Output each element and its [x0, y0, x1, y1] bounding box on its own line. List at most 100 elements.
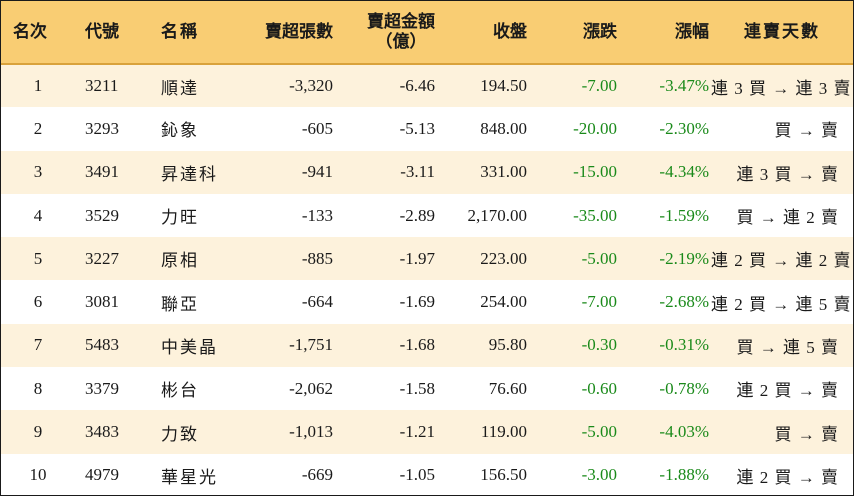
cell-rank: 6 — [33, 292, 43, 312]
cell-net-sell-amount: -3.11 — [400, 162, 435, 182]
cell-name: 力旺 — [161, 208, 199, 228]
cell-net-sell-amount: -5.13 — [399, 118, 435, 138]
cell-net-sell-amount: -1.21 — [399, 422, 435, 442]
cell-net-sell-sheets: -885 — [301, 248, 333, 268]
cell-net-sell-amount: -1.58 — [399, 378, 435, 398]
header-consecutive-days: 連賣天數 — [711, 1, 853, 65]
cell-net-sell-sheets: -133 — [301, 205, 333, 225]
cell-code: 3529 — [85, 205, 119, 225]
cell-close: 848.00 — [480, 118, 527, 138]
cell-change-pct: -1.88% — [659, 465, 709, 485]
cell-name: 彬台 — [161, 381, 199, 401]
cell-close: 156.50 — [480, 465, 527, 485]
cell-name: 順達 — [161, 78, 199, 98]
cell-change: -35.00 — [573, 205, 617, 225]
cell-code: 4979 — [85, 465, 119, 485]
cell-change: -5.00 — [581, 422, 617, 442]
cell-change: -7.00 — [581, 292, 617, 312]
table-row: 1 3211 順達 -3,320 -6.46 194.50 -7.00 -3.4… — [1, 64, 853, 108]
cell-code: 5483 — [85, 335, 119, 355]
cell-code: 3379 — [85, 378, 119, 398]
cell-close: 331.00 — [480, 162, 527, 182]
cell-rank: 3 — [33, 162, 43, 182]
cell-consecutive-days: 連 3 買 → 賣 — [736, 164, 839, 184]
cell-rank: 5 — [33, 248, 43, 268]
cell-name: 華星光 — [161, 467, 218, 487]
header-net-sell-amount: 賣超金額 （億） — [335, 1, 437, 65]
cell-consecutive-days: 連 3 買 → 連 3 賣 — [711, 78, 852, 98]
header-change: 漲跌 — [529, 1, 619, 65]
cell-rank: 7 — [33, 335, 43, 355]
cell-code: 3491 — [85, 162, 119, 182]
header-row: 名次 代號 名稱 賣超張數 賣超金額 （億） 收盤 漲跌 漲幅 連賣天數 — [1, 1, 853, 65]
header-amount-stack: 賣超金額 （億） — [367, 12, 435, 51]
cell-change: -7.00 — [581, 76, 617, 96]
cell-net-sell-sheets: -1,013 — [289, 422, 333, 442]
table-row: 4 3529 力旺 -133 -2.89 2,170.00 -35.00 -1.… — [1, 193, 853, 238]
cell-name: 鈊象 — [161, 121, 199, 141]
cell-consecutive-days: 買 → 賣 — [774, 424, 839, 444]
header-amount-line2: （億） — [375, 32, 427, 51]
cell-code: 3227 — [85, 248, 119, 268]
cell-rank: 8 — [33, 378, 43, 398]
cell-code: 3293 — [85, 118, 119, 138]
cell-name: 聯亞 — [161, 294, 199, 314]
header-name: 名稱 — [155, 1, 245, 65]
cell-change-pct: -2.30% — [659, 118, 709, 138]
cell-net-sell-sheets: -669 — [301, 465, 333, 485]
cell-net-sell-amount: -1.69 — [399, 292, 435, 312]
cell-consecutive-days: 買 → 賣 — [774, 121, 839, 141]
cell-name: 昇達科 — [161, 164, 218, 184]
cell-name: 中美晶 — [161, 337, 218, 357]
cell-change: -0.30 — [581, 335, 617, 355]
cell-net-sell-amount: -1.68 — [399, 335, 435, 355]
cell-net-sell-amount: -2.89 — [399, 205, 435, 225]
cell-code: 3211 — [85, 76, 119, 96]
header-change-pct: 漲幅 — [619, 1, 711, 65]
cell-consecutive-days: 買 → 連 5 賣 — [736, 337, 839, 357]
cell-net-sell-amount: -1.05 — [399, 465, 435, 485]
header-amount-line1: 賣超金額 — [367, 12, 435, 32]
cell-change-pct: -1.59% — [659, 205, 709, 225]
cell-rank: 10 — [29, 465, 47, 485]
cell-net-sell-amount: -6.46 — [399, 76, 435, 96]
cell-change-pct: -0.31% — [659, 335, 709, 355]
table-header: 名次 代號 名稱 賣超張數 賣超金額 （億） 收盤 漲跌 漲幅 連賣天數 — [1, 1, 853, 65]
cell-change: -5.00 — [581, 248, 617, 268]
table-row: 5 3227 原相 -885 -1.97 223.00 -5.00 -2.19%… — [1, 237, 853, 281]
cell-net-sell-sheets: -941 — [301, 162, 333, 182]
table-row: 9 3483 力致 -1,013 -1.21 119.00 -5.00 -4.0… — [1, 410, 853, 454]
cell-net-sell-sheets: -605 — [301, 118, 333, 138]
cell-code: 3081 — [85, 292, 119, 312]
cell-change-pct: -3.47% — [659, 76, 709, 96]
cell-net-sell-sheets: -2,062 — [289, 378, 333, 398]
header-code: 代號 — [75, 1, 155, 65]
header-rank: 名次 — [1, 1, 75, 65]
cell-close: 95.80 — [488, 335, 527, 355]
table-row: 2 3293 鈊象 -605 -5.13 848.00 -20.00 -2.30… — [1, 107, 853, 151]
cell-change: -15.00 — [573, 162, 617, 182]
cell-close: 119.00 — [480, 422, 527, 442]
cell-rank: 1 — [33, 76, 43, 96]
cell-close: 254.00 — [480, 292, 527, 312]
cell-close: 76.60 — [488, 378, 527, 398]
table-row: 7 5483 中美晶 -1,751 -1.68 95.80 -0.30 -0.3… — [1, 323, 853, 368]
cell-change-pct: -2.68% — [659, 292, 709, 312]
header-net-sell-sheets: 賣超張數 — [245, 1, 335, 65]
cell-net-sell-sheets: -664 — [301, 292, 333, 312]
cell-close: 223.00 — [480, 248, 527, 268]
cell-name: 原相 — [161, 251, 199, 271]
cell-rank: 2 — [33, 118, 43, 138]
cell-change-pct: -4.03% — [659, 422, 709, 442]
table-row: 6 3081 聯亞 -664 -1.69 254.00 -7.00 -2.68%… — [1, 280, 853, 324]
cell-consecutive-days: 連 2 買 → 賣 — [736, 467, 839, 487]
cell-change: -20.00 — [573, 118, 617, 138]
cell-rank: 9 — [33, 422, 43, 442]
cell-rank: 4 — [33, 205, 43, 225]
table-row: 10 4979 華星光 -669 -1.05 156.50 -3.00 -1.8… — [1, 453, 853, 495]
cell-code: 3483 — [85, 422, 119, 442]
cell-consecutive-days: 連 2 買 → 連 2 賣 — [711, 251, 852, 271]
cell-change-pct: -0.78% — [659, 378, 709, 398]
